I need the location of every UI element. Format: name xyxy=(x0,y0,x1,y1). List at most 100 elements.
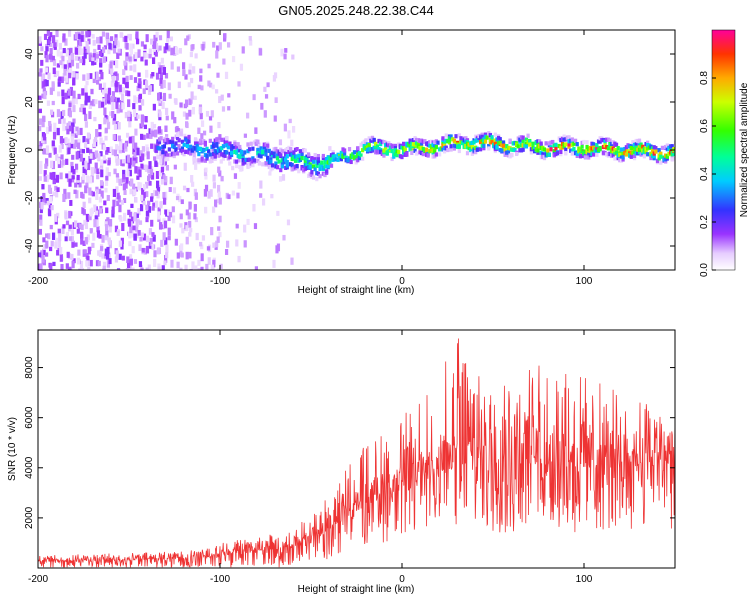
heatmap-cell xyxy=(139,236,143,242)
heatmap-cell xyxy=(215,143,219,148)
heatmap-cell xyxy=(237,81,241,87)
heatmap-cell xyxy=(238,164,242,170)
heatmap-cell xyxy=(249,161,253,166)
heatmap-cell xyxy=(246,149,250,154)
heatmap-cell xyxy=(158,67,162,74)
heatmap-cell xyxy=(40,201,44,210)
heatmap-cell xyxy=(125,43,129,50)
heatmap-cell xyxy=(610,141,614,147)
heatmap-cell xyxy=(280,160,284,166)
heatmap-cell xyxy=(544,152,548,157)
heatmap-cell xyxy=(43,170,47,177)
heatmap-cell xyxy=(103,117,107,125)
heatmap-cell xyxy=(70,90,74,96)
heatmap-cell xyxy=(634,138,638,144)
heatmap-cell xyxy=(79,260,84,269)
heatmap-cell xyxy=(205,156,209,161)
heatmap-cell xyxy=(664,153,668,158)
heatmap-cell xyxy=(339,150,343,155)
heatmap-cell xyxy=(580,144,584,149)
heatmap-cell xyxy=(57,239,61,248)
heatmap-cell xyxy=(188,109,192,117)
heatmap-cell xyxy=(179,102,183,108)
heatmap-cell xyxy=(320,162,324,168)
heatmap-cell xyxy=(143,52,147,59)
heatmap-cell xyxy=(588,145,592,151)
heatmap-cell xyxy=(168,211,173,218)
heatmap-cell xyxy=(515,151,519,157)
heatmap-cell xyxy=(554,151,558,157)
heatmap-cell xyxy=(310,170,314,175)
heatmap-cell xyxy=(632,153,637,159)
heatmap-cell xyxy=(85,41,89,49)
heatmap-cell xyxy=(83,52,87,59)
heatmap-cell xyxy=(326,164,330,169)
heatmap-cell xyxy=(98,132,102,137)
heatmap-cell xyxy=(184,149,188,154)
heatmap-cell xyxy=(147,200,151,206)
heatmap-cell xyxy=(85,175,90,183)
heatmap-cell xyxy=(534,140,538,146)
heatmap-cell xyxy=(131,246,135,254)
heatmap-cell xyxy=(138,220,143,225)
heatmap-cell xyxy=(600,138,604,143)
heatmap-cell xyxy=(442,146,447,151)
heatmap-cell xyxy=(38,118,43,125)
heatmap-cell xyxy=(133,259,138,264)
heatmap-cell xyxy=(264,161,268,166)
heatmap-cell xyxy=(47,184,52,193)
heatmap-cell xyxy=(139,204,144,212)
heatmap-cell xyxy=(230,144,234,149)
heatmap-cell xyxy=(77,249,81,256)
heatmap-cell xyxy=(650,146,655,151)
heatmap-cell xyxy=(46,30,50,36)
heatmap-cell xyxy=(133,213,137,222)
heatmap-cell xyxy=(269,157,273,162)
heatmap-cell xyxy=(185,122,189,129)
heatmap-cell xyxy=(107,172,111,177)
heatmap-cell xyxy=(416,138,420,143)
heatmap-cell xyxy=(38,125,42,132)
heatmap-cell xyxy=(76,174,80,181)
heatmap-cell xyxy=(356,151,360,156)
heatmap-cell xyxy=(48,208,52,217)
heatmap-cell xyxy=(200,253,204,262)
heatmap-cell xyxy=(549,140,553,145)
heatmap-cell xyxy=(85,213,90,222)
heatmap-cell xyxy=(149,134,153,139)
heatmap-cell xyxy=(86,162,91,171)
heatmap-cell xyxy=(41,184,45,190)
heatmap-cell xyxy=(112,48,117,54)
heatmap-cell xyxy=(467,146,471,151)
heatmap-cell xyxy=(80,236,84,245)
heatmap-cell xyxy=(590,146,594,151)
heatmap-cell xyxy=(192,146,196,151)
heatmap-cell xyxy=(515,142,519,147)
y-tick-label: 0 xyxy=(24,147,35,153)
heatmap-cell xyxy=(128,254,133,259)
heatmap-cell xyxy=(326,155,330,160)
heatmap-cell xyxy=(142,233,147,241)
heatmap-cell xyxy=(284,48,288,53)
heatmap-cell xyxy=(243,224,247,233)
heatmap-cell xyxy=(114,197,119,203)
heatmap-cell xyxy=(199,75,203,82)
heatmap-cell xyxy=(61,89,65,97)
heatmap-cell xyxy=(152,202,156,208)
heatmap-cell xyxy=(449,134,453,139)
heatmap-cell xyxy=(292,150,296,155)
heatmap-cell xyxy=(270,166,275,171)
heatmap-cell xyxy=(275,245,279,254)
heatmap-cell xyxy=(274,164,278,169)
heatmap-cell xyxy=(174,238,178,246)
heatmap-cell xyxy=(218,197,222,205)
heatmap-cell xyxy=(467,142,471,147)
heatmap-cell xyxy=(154,160,158,167)
heatmap-cell xyxy=(127,33,131,39)
heatmap-cell xyxy=(227,93,231,98)
heatmap-cell xyxy=(93,154,97,159)
heatmap-cell xyxy=(224,71,229,79)
heatmap-cell xyxy=(156,154,160,160)
heatmap-cell xyxy=(641,148,645,153)
heatmap-cell xyxy=(136,147,140,156)
